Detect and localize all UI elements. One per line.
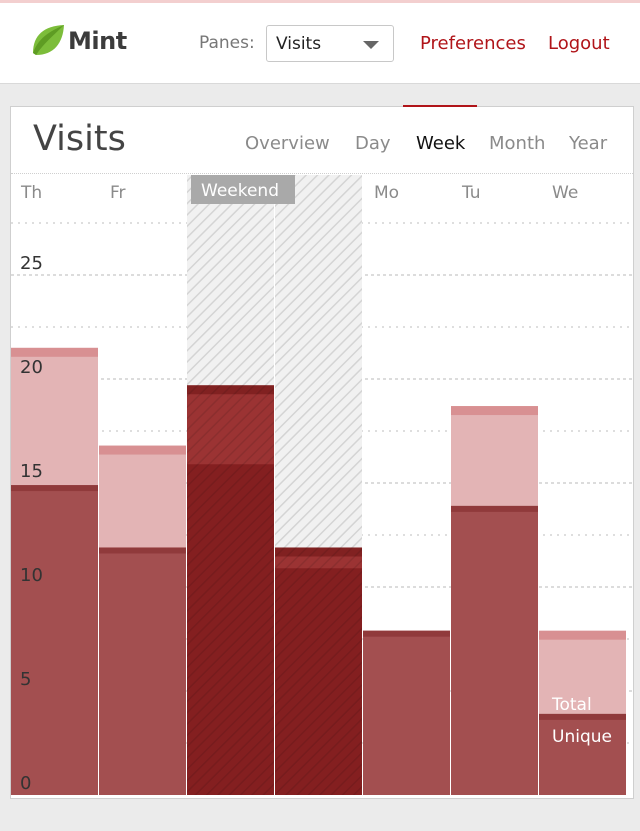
day-label-fr: Fr	[110, 183, 126, 203]
tab-overview[interactable]: Overview	[245, 133, 330, 154]
y-tick-label-20: 20	[20, 357, 43, 378]
visits-week-chart: Th Fr Weekend Mo Tu We Total Unique 0 5 10…	[11, 175, 633, 798]
active-tab-marker	[403, 105, 477, 107]
legend-total: Total	[552, 695, 592, 715]
bar-unique-cap-we	[539, 713, 626, 720]
tab-day[interactable]: Day	[355, 133, 391, 154]
legend-unique: Unique	[552, 727, 612, 747]
leaf-icon	[33, 25, 64, 55]
bar-unique-cap-fr	[99, 547, 186, 554]
day-label-tu: Tu	[462, 183, 481, 203]
chart-canvas	[11, 175, 633, 795]
top-accent-line	[0, 0, 640, 3]
visits-panel: Visits Overview Day Week Month Year Th F…	[10, 105, 634, 799]
bar-unique-we	[539, 713, 626, 795]
bar-unique-fr	[99, 547, 186, 795]
bar-unique-cap-th	[11, 485, 98, 492]
title-divider	[11, 173, 633, 174]
app-header: Mint Panes: Visits Preferences Logout	[0, 3, 640, 84]
panes-label: Panes:	[199, 33, 255, 53]
preferences-link[interactable]: Preferences	[420, 33, 526, 54]
day-label-we: We	[552, 183, 579, 203]
tab-month[interactable]: Month	[489, 133, 546, 154]
tab-week[interactable]: Week	[416, 133, 466, 154]
panes-select-value: Visits	[276, 34, 322, 54]
y-tick-label-0: 0	[20, 773, 32, 794]
panes-select[interactable]: Visits	[266, 25, 394, 62]
bar-unique-mo	[363, 630, 450, 795]
logout-link[interactable]: Logout	[548, 33, 610, 54]
tab-year[interactable]: Year	[569, 133, 608, 154]
bar-unique-cap-tu	[451, 505, 538, 512]
bar-hatch-sa	[187, 385, 274, 795]
bar-unique-cap-mo	[363, 630, 450, 637]
y-tick-label-5: 5	[20, 669, 32, 690]
mint-logo[interactable]: Mint	[30, 23, 127, 59]
bar-total-cap-fr	[99, 445, 186, 455]
logo-text: Mint	[68, 27, 127, 55]
y-tick-label-10: 10	[20, 565, 43, 586]
day-label-th: Th	[21, 183, 43, 203]
chevron-down-icon	[363, 41, 379, 49]
y-tick-label-25: 25	[20, 253, 43, 274]
bar-unique-tu	[451, 505, 538, 795]
bar-total-cap-tu	[451, 406, 538, 416]
bar-total-cap-th	[11, 347, 98, 357]
bar-total-cap-we	[539, 630, 626, 640]
bar-hatch-su	[275, 547, 362, 795]
panel-title: Visits	[33, 119, 126, 159]
y-tick-label-15: 15	[20, 461, 43, 482]
weekend-label: Weekend	[191, 175, 295, 204]
day-label-mo: Mo	[374, 183, 400, 203]
bar-unique-th	[11, 485, 98, 795]
